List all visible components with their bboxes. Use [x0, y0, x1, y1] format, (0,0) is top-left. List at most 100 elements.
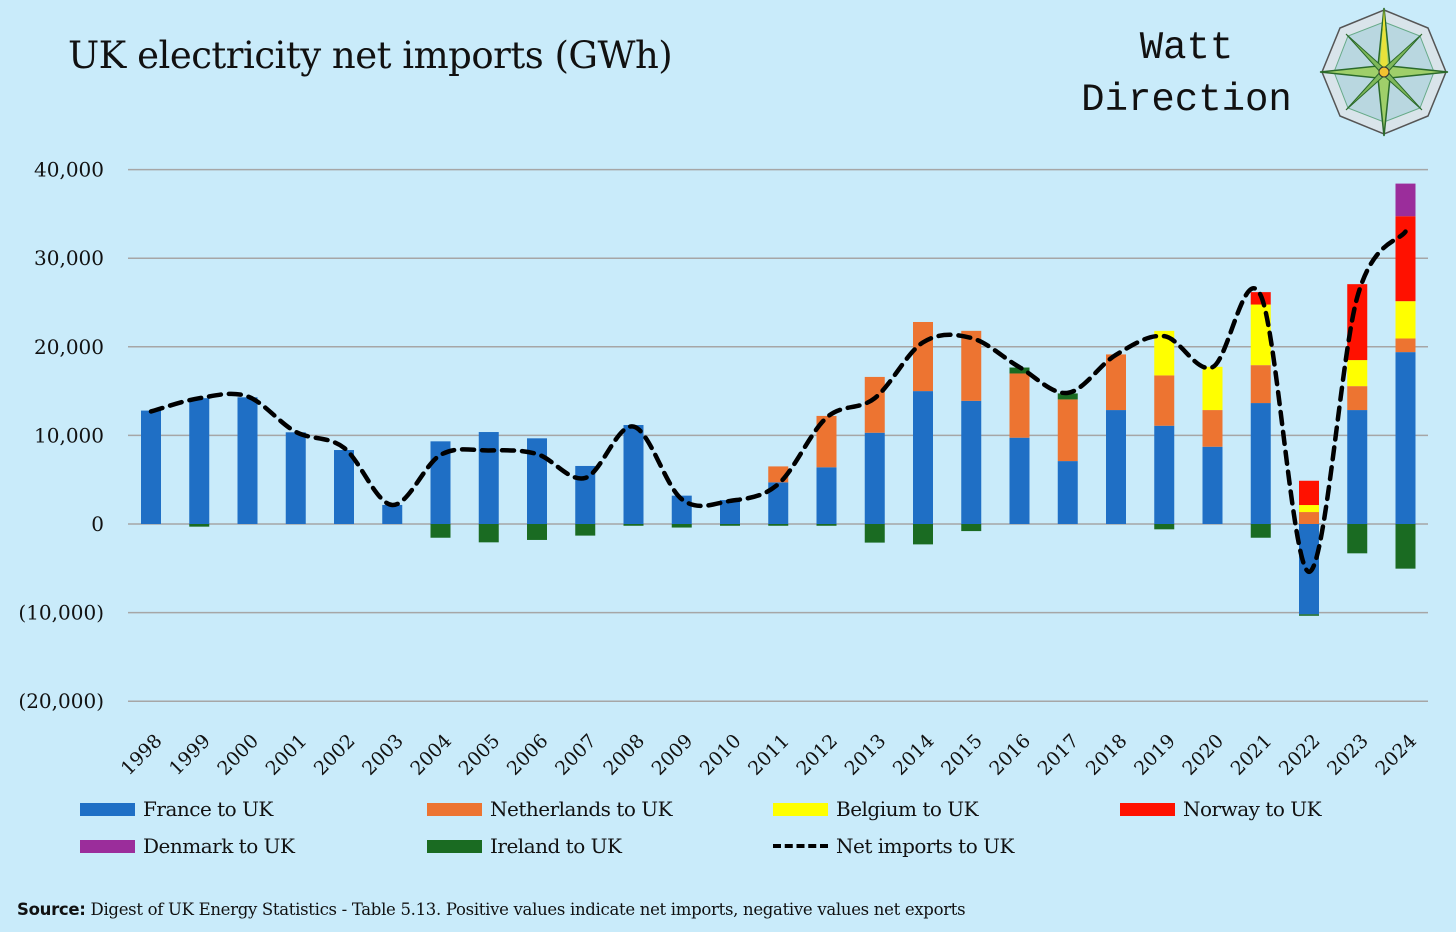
x-tick-label: 2022	[1275, 730, 1325, 780]
bar-france-to-uk-2006	[527, 438, 547, 524]
legend-item-netherlands: Netherlands to UK	[427, 797, 673, 821]
legend-swatch	[773, 844, 828, 848]
x-tick-label: 2009	[648, 730, 698, 780]
legend-label: Belgium to UK	[836, 797, 979, 821]
bar-ireland-to-uk-2019	[1154, 524, 1175, 530]
y-axis-ticks: 40,000 30,000 20,000 10,000 0 (10,000) (20,000…	[18, 158, 104, 714]
net-imports-line	[148, 229, 1408, 575]
bar-netherlands-to-uk-2013	[864, 376, 885, 433]
x-tick-label: 2007	[551, 730, 601, 780]
bar-ireland-to-uk-2007	[575, 524, 596, 536]
legend-label: Ireland to UK	[490, 834, 622, 858]
bar-france-to-uk-2015	[961, 400, 982, 524]
legend-swatch	[427, 839, 482, 853]
y-tick-label: (10,000)	[18, 601, 104, 625]
legend-swatch	[773, 802, 828, 816]
x-tick-label: 2014	[889, 730, 939, 780]
bar-ireland-to-uk-2012	[816, 524, 837, 526]
bar-france-to-uk-2009	[671, 495, 692, 524]
x-tick-label: 2018	[1082, 730, 1132, 780]
bar-ireland-to-uk-2011	[768, 524, 789, 526]
legend-label: France to UK	[143, 797, 273, 821]
bar-france-to-uk-2024	[1395, 352, 1416, 524]
bar-ireland-to-uk-2022	[1299, 614, 1319, 616]
x-tick-label: 2023	[1323, 730, 1373, 780]
legend-item-belgium: Belgium to UK	[773, 797, 979, 821]
legend-label: Netherlands to UK	[490, 797, 673, 821]
compass-logo-icon	[1319, 7, 1449, 137]
x-tick-label: 2006	[503, 730, 553, 780]
bar-ireland-to-uk-2021	[1250, 524, 1271, 538]
bar-ireland-to-uk-1999	[189, 524, 210, 527]
y-tick-label: 30,000	[34, 246, 104, 270]
x-tick-label: 2002	[310, 730, 360, 780]
x-tick-label: 2000	[213, 730, 263, 780]
bar-netherlands-to-uk-2023	[1347, 386, 1368, 411]
bar-france-to-uk-2005	[478, 432, 499, 524]
bar-ireland-to-uk-2006	[527, 524, 547, 540]
bar-denmark-to-uk-2024	[1395, 183, 1416, 217]
x-tick-label: 1998	[117, 730, 167, 780]
legend-swatch	[1120, 802, 1175, 816]
x-tick-label: 2005	[455, 730, 505, 780]
bar-belgium-to-uk-2023	[1347, 360, 1368, 387]
bar-france-to-uk-2021	[1250, 403, 1271, 524]
bar-netherlands-to-uk-2019	[1154, 375, 1175, 426]
bar-france-to-uk-2004	[430, 441, 451, 524]
source-note: Source: Digest of UK Energy Statistics -…	[17, 900, 966, 919]
bar-netherlands-to-uk-2018	[1106, 354, 1126, 411]
x-tick-label: 2021	[1227, 730, 1277, 780]
legend-swatch	[80, 839, 135, 853]
bar-france-to-uk-2011	[768, 482, 789, 524]
bar-belgium-to-uk-2019	[1154, 330, 1175, 376]
legend-item-ireland: Ireland to UK	[427, 834, 622, 858]
bar-france-to-uk-2012	[816, 467, 837, 524]
net-imports-line-group	[148, 229, 1408, 575]
x-tick-label: 2019	[1130, 730, 1180, 780]
x-tick-label: 2013	[841, 730, 891, 780]
legend-label: Net imports to UK	[836, 834, 1014, 858]
logo: Watt Direction	[1064, 22, 1309, 126]
x-tick-label: 2004	[406, 730, 456, 780]
x-tick-label: 2001	[262, 730, 312, 780]
bar-ireland-to-uk-2017	[1057, 393, 1078, 400]
source-label: Source:	[17, 900, 86, 919]
x-tick-label: 2017	[1034, 730, 1084, 780]
bar-netherlands-to-uk-2016	[1009, 373, 1030, 438]
bar-belgium-to-uk-2020	[1202, 366, 1223, 411]
bar-ireland-to-uk-2016	[1009, 367, 1030, 374]
bar-france-to-uk-2019	[1154, 425, 1175, 524]
y-tick-label: (20,000)	[18, 689, 104, 713]
bar-norway-to-uk-2024	[1395, 216, 1416, 302]
bar-france-to-uk-2008	[623, 425, 644, 524]
bar-netherlands-to-uk-2014	[913, 321, 933, 392]
bar-ireland-to-uk-2004	[430, 524, 451, 538]
y-tick-label: 40,000	[34, 158, 104, 182]
logo-line-2: Direction	[1081, 78, 1292, 122]
legend-item-norway: Norway to UK	[1120, 797, 1322, 821]
x-tick-label: 2012	[792, 730, 842, 780]
bar-ireland-to-uk-2024	[1395, 524, 1416, 569]
bar-netherlands-to-uk-2022	[1299, 512, 1319, 524]
bar-norway-to-uk-2022	[1299, 480, 1319, 506]
y-tick-label: 0	[91, 512, 104, 536]
bar-ireland-to-uk-2005	[478, 524, 499, 543]
bar-france-to-uk-2000	[237, 397, 258, 524]
chart-title: UK electricity net imports (GWh)	[68, 34, 673, 77]
bar-ireland-to-uk-2023	[1347, 524, 1368, 554]
legend-item-france: France to UK	[80, 797, 273, 821]
x-tick-label: 2008	[599, 730, 649, 780]
x-tick-label: 1999	[165, 730, 215, 780]
bar-france-to-uk-2016	[1009, 437, 1030, 524]
bar-ireland-to-uk-2015	[961, 524, 982, 532]
y-tick-label: 20,000	[34, 335, 104, 359]
bar-france-to-uk-1998	[141, 410, 161, 524]
x-tick-label: 2016	[985, 730, 1035, 780]
legend-item-net-imports: Net imports to UK	[773, 834, 1014, 858]
y-tick-label: 10,000	[34, 423, 104, 447]
bar-belgium-to-uk-2024	[1395, 301, 1416, 339]
bars	[141, 183, 1416, 616]
bar-ireland-to-uk-2014	[913, 524, 933, 545]
bar-france-to-uk-2001	[285, 432, 306, 524]
x-tick-label: 2011	[744, 730, 794, 780]
